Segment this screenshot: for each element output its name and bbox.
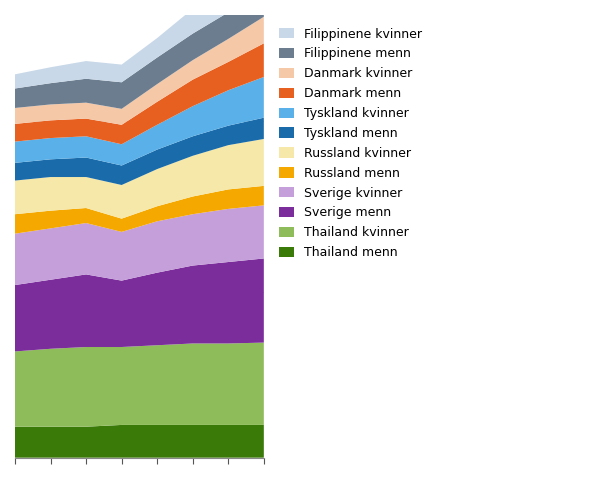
Legend: Filippinene kvinner, Filippinene menn, Danmark kvinner, Danmark menn, Tyskland k: Filippinene kvinner, Filippinene menn, D… bbox=[273, 21, 428, 265]
